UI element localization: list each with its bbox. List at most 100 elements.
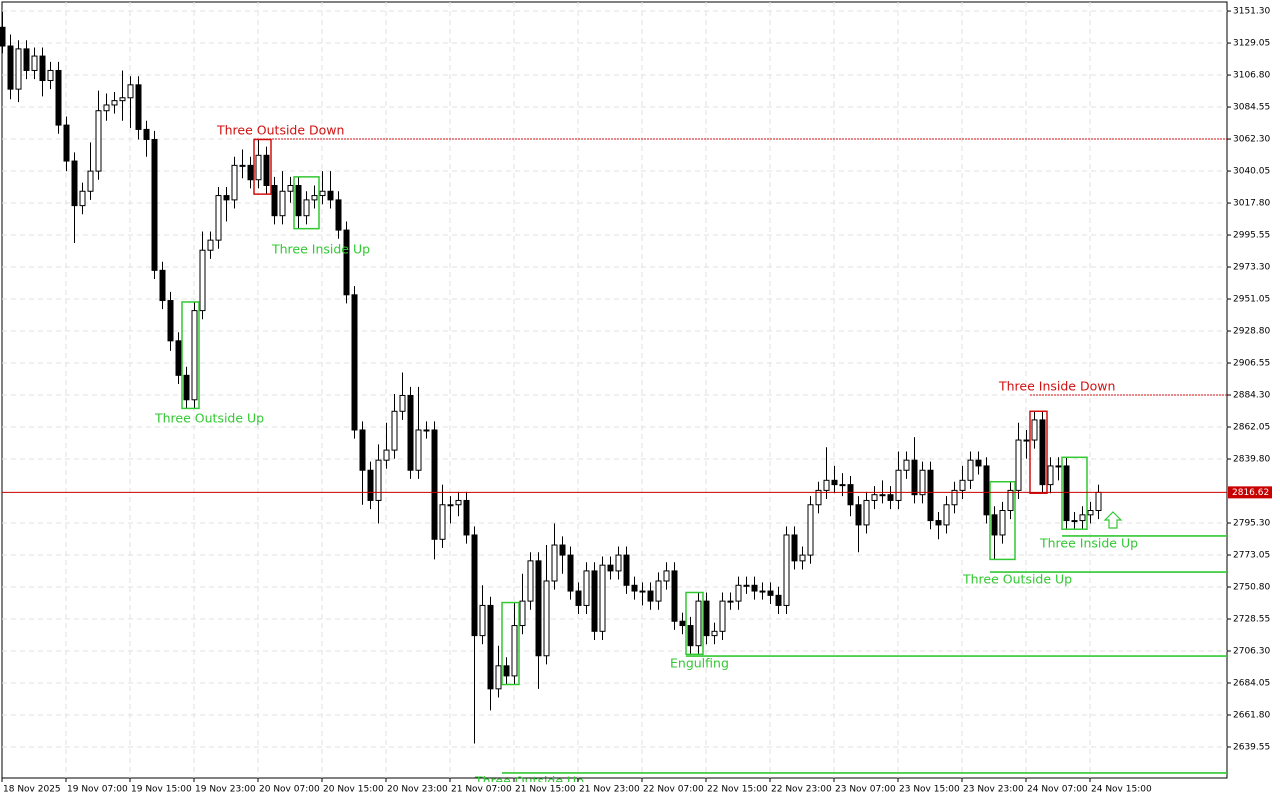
- candle-body: [0, 26, 6, 47]
- candle-body: [695, 600, 702, 647]
- y-tick-label: 3129.05: [1233, 39, 1270, 49]
- candle-body: [911, 459, 918, 496]
- pattern-label: Three Inside Up: [271, 242, 370, 257]
- pattern-label: Three Inside Up: [1039, 536, 1138, 551]
- candle-body: [447, 504, 454, 507]
- candle-body: [271, 185, 278, 217]
- candle-body: [319, 190, 326, 197]
- candle-body: [391, 410, 398, 451]
- y-tick-label: 2684.05: [1233, 679, 1270, 689]
- x-tick-label: 21 Nov 23:00: [579, 785, 640, 795]
- candle-body: [167, 300, 174, 342]
- candle-body: [551, 544, 558, 582]
- candle-body: [159, 269, 166, 302]
- candle-body: [335, 199, 342, 231]
- candle-body: [191, 310, 198, 401]
- candle-body: [735, 584, 742, 602]
- candle-body: [663, 570, 670, 582]
- pattern-box: [685, 591, 704, 656]
- pattern-box: [501, 601, 520, 686]
- candle-body: [919, 469, 926, 496]
- pattern-label: Three Outside Up: [474, 774, 584, 789]
- candle-body: [359, 429, 366, 471]
- candle-body: [1063, 465, 1070, 522]
- candle-body: [943, 504, 950, 526]
- candle-body: [719, 600, 726, 632]
- candle-body: [39, 55, 46, 82]
- x-tick-label: 19 Nov 07:00: [67, 785, 128, 795]
- candle-body: [951, 489, 958, 506]
- candle-body: [1087, 510, 1094, 516]
- pattern-box: [989, 481, 1016, 561]
- y-tick-label: 2928.80: [1233, 327, 1270, 337]
- candle-body: [255, 154, 262, 181]
- candle-body: [439, 504, 446, 540]
- candle-body: [575, 590, 582, 606]
- y-tick-label: 2706.30: [1233, 647, 1270, 657]
- grid: [2, 2, 1227, 778]
- candle-body: [343, 229, 350, 296]
- candle-body: [927, 469, 934, 522]
- candle-body: [423, 429, 430, 432]
- pattern-box: [1029, 410, 1048, 495]
- candle-body: [583, 570, 590, 606]
- candle-body: [455, 499, 462, 506]
- pattern-label: Three Inside Down: [998, 379, 1115, 394]
- candle-body: [519, 600, 526, 627]
- x-tick-label: 24 Nov 15:00: [1091, 785, 1152, 795]
- candle-body: [463, 499, 470, 536]
- candle-body: [679, 620, 686, 627]
- candle-body: [783, 534, 790, 606]
- candle-body: [351, 294, 358, 431]
- candle-body: [135, 84, 142, 130]
- x-tick-label: 21 Nov 15:00: [515, 785, 576, 795]
- x-tick-label: 23 Nov 15:00: [899, 785, 960, 795]
- candle-body: [807, 504, 814, 556]
- x-tick-label: 20 Nov 23:00: [387, 785, 448, 795]
- candle-body: [895, 469, 902, 501]
- candle-body: [879, 494, 886, 497]
- candle-body: [823, 479, 830, 491]
- candle-body: [759, 590, 766, 593]
- candle-body: [767, 590, 774, 596]
- y-tick-label: 2995.55: [1233, 231, 1270, 241]
- plot-frame: [1, 1, 1228, 779]
- candle-body: [599, 564, 606, 632]
- candle-body: [367, 469, 374, 501]
- candle-body: [1079, 514, 1086, 522]
- y-tick-label: 3151.30: [1233, 7, 1270, 17]
- y-tick-label: 2773.05: [1233, 551, 1270, 561]
- candle-body: [631, 584, 638, 592]
- candle-body: [871, 494, 878, 501]
- candle-body: [863, 499, 870, 526]
- x-tick-label: 20 Nov 15:00: [323, 785, 384, 795]
- candle-body: [839, 484, 846, 487]
- candle-body: [887, 494, 894, 501]
- candle-body: [143, 128, 150, 140]
- candle-body: [407, 394, 414, 471]
- candle-body: [623, 554, 630, 586]
- candle-body: [311, 195, 318, 201]
- candle-body: [687, 625, 694, 647]
- candle-body: [511, 625, 518, 677]
- candle-body: [119, 97, 126, 102]
- candle-body: [303, 199, 310, 217]
- candle-body: [775, 594, 782, 606]
- candle-body: [495, 665, 502, 690]
- candle-body: [975, 459, 982, 467]
- y-tick-label: 3084.55: [1233, 103, 1270, 113]
- x-tick-label: 22 Nov 23:00: [771, 785, 832, 795]
- pattern-label: Engulfing: [670, 656, 729, 671]
- candle-body: [151, 138, 158, 271]
- x-tick-label: 23 Nov 23:00: [963, 785, 1024, 795]
- candle-body: [543, 580, 550, 657]
- y-tick-label: 3017.80: [1233, 199, 1270, 209]
- y-tick-label: 3062.30: [1233, 135, 1270, 145]
- x-tick-label: 24 Nov 07:00: [1027, 785, 1088, 795]
- x-tick-label: 22 Nov 15:00: [707, 785, 768, 795]
- pattern-label: Three Outside Down: [216, 123, 344, 138]
- candle-body: [295, 185, 302, 217]
- y-tick-label: 2884.30: [1233, 391, 1270, 401]
- candle-body: [855, 504, 862, 526]
- candle-body: [727, 600, 734, 603]
